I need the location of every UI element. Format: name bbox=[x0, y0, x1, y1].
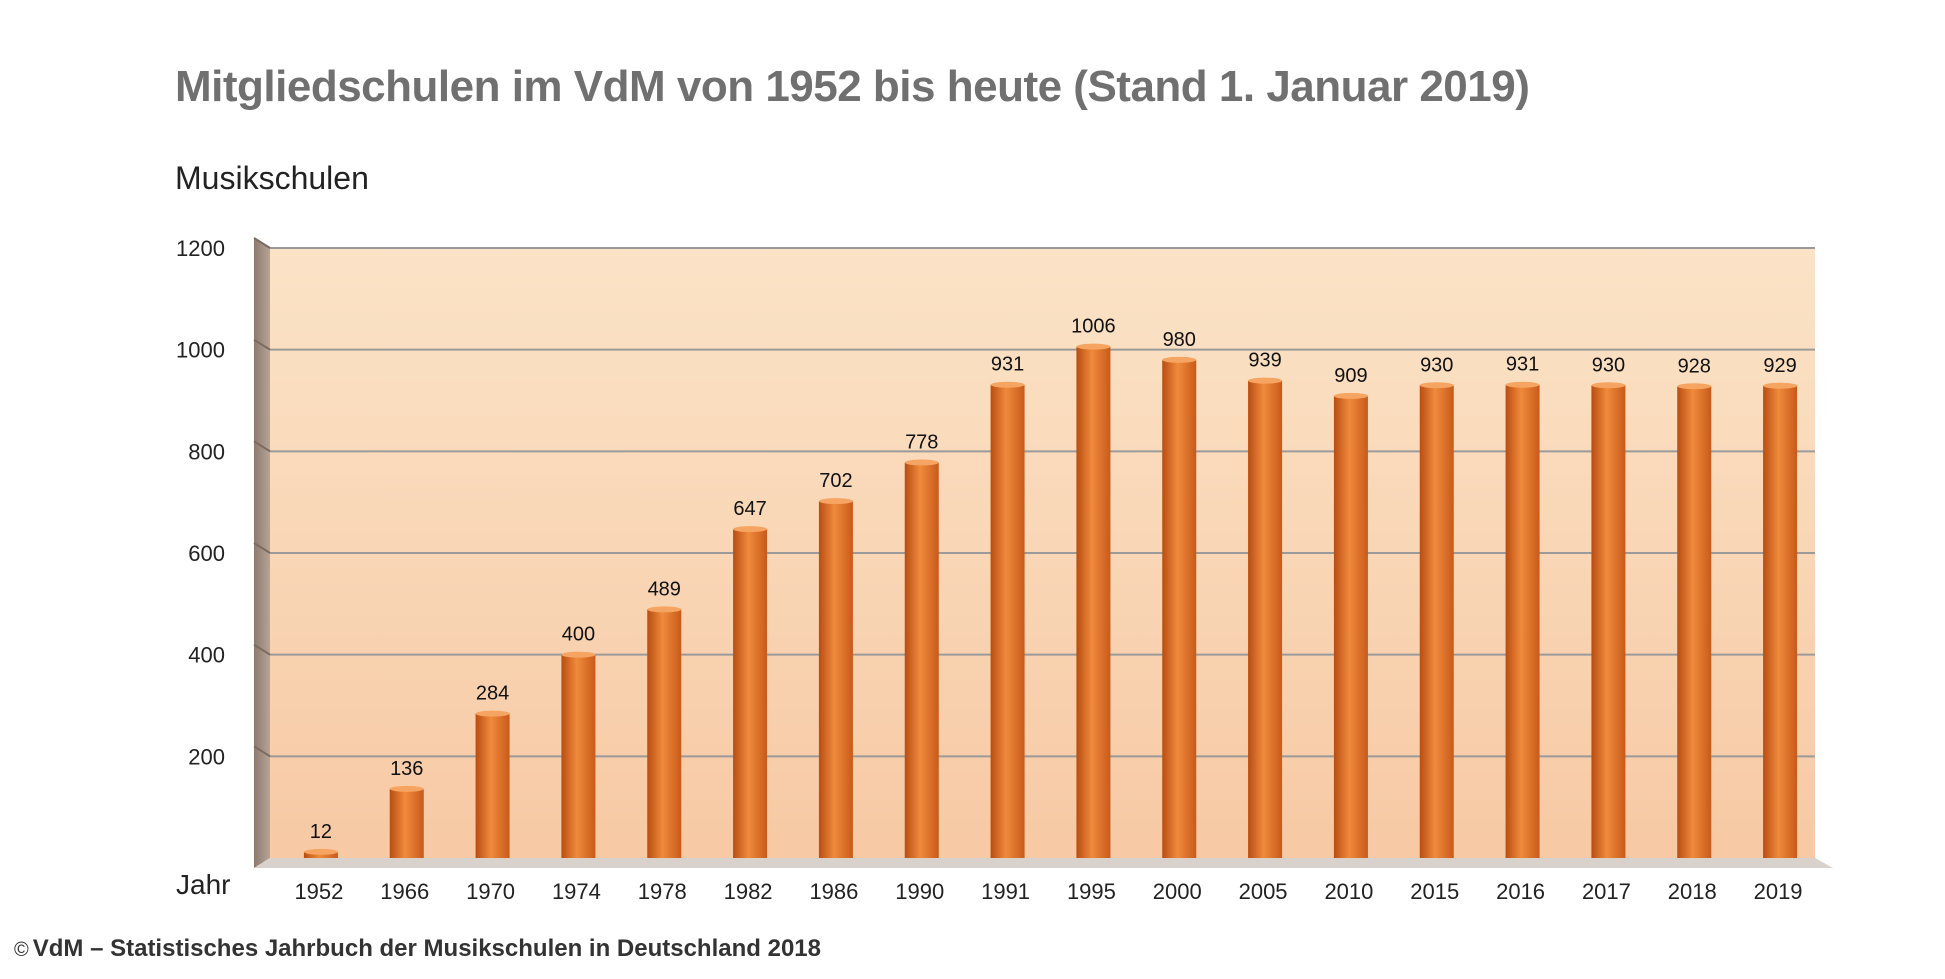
gridline-wall bbox=[253, 440, 271, 453]
gridline-wall bbox=[253, 237, 271, 249]
data-label: 400 bbox=[562, 624, 595, 646]
data-label: 284 bbox=[476, 683, 509, 705]
data-label: 702 bbox=[819, 470, 852, 492]
data-label: 489 bbox=[648, 578, 681, 600]
bar bbox=[818, 501, 853, 858]
y-axis-label: Musikschulen bbox=[175, 160, 369, 196]
y-tick-label: 600 bbox=[188, 541, 225, 566]
gridline-wall bbox=[253, 542, 271, 554]
x-tick-label: 1995 bbox=[1067, 879, 1116, 904]
y-tick-label: 800 bbox=[188, 439, 225, 464]
bar-top bbox=[1763, 382, 1798, 389]
bar-top bbox=[1505, 381, 1540, 388]
x-tick-label: 1970 bbox=[466, 879, 515, 904]
bar-top bbox=[1248, 377, 1283, 384]
side-wall bbox=[254, 238, 270, 868]
data-label: 931 bbox=[1506, 354, 1539, 376]
x-axis-label: Jahr bbox=[176, 869, 231, 900]
data-label: 12 bbox=[310, 821, 332, 843]
x-axis-ticks: 1952 1966 1970 1974 1978 1982 1986 1990 1991 1995… bbox=[294, 879, 1802, 904]
bar-top bbox=[1162, 356, 1197, 363]
bar bbox=[303, 851, 338, 858]
bar bbox=[904, 462, 939, 858]
x-tick-label: 1974 bbox=[552, 879, 601, 904]
bar-top bbox=[818, 498, 853, 505]
bar bbox=[561, 654, 596, 858]
bar bbox=[1419, 385, 1454, 858]
data-label: 136 bbox=[390, 758, 423, 780]
x-tick-label: 1990 bbox=[895, 879, 944, 904]
y-tick-label: 200 bbox=[188, 744, 225, 769]
bar bbox=[475, 713, 510, 858]
bar-top bbox=[904, 459, 939, 466]
data-label: 939 bbox=[1248, 350, 1281, 372]
bar bbox=[1763, 385, 1798, 858]
bar bbox=[1677, 386, 1712, 858]
x-tick-label: 1966 bbox=[380, 879, 429, 904]
gridline-wall bbox=[253, 745, 271, 758]
data-label: 928 bbox=[1678, 355, 1711, 377]
x-tick-label: 1982 bbox=[724, 879, 773, 904]
data-label: 647 bbox=[733, 498, 766, 520]
x-tick-label: 2019 bbox=[1754, 879, 1803, 904]
source-text: VdM – Statistisches Jahrbuch der Musiksc… bbox=[32, 935, 821, 962]
data-label: 930 bbox=[1592, 354, 1625, 376]
data-label: 778 bbox=[905, 432, 938, 454]
gridlines bbox=[253, 237, 1815, 758]
x-tick-label: 2010 bbox=[1324, 879, 1373, 904]
bar-top bbox=[1419, 382, 1454, 389]
bars bbox=[303, 343, 1798, 858]
bar-top bbox=[1076, 343, 1111, 350]
data-label: 909 bbox=[1334, 365, 1367, 387]
y-tick-label: 400 bbox=[188, 643, 225, 668]
bar bbox=[1076, 346, 1111, 858]
bar-top bbox=[475, 710, 510, 717]
bar-top bbox=[561, 651, 596, 658]
bar-top bbox=[303, 848, 338, 855]
gridline-wall bbox=[253, 338, 271, 351]
chart-title: Mitgliedschulen im VdM von 1952 bis heut… bbox=[175, 62, 1530, 111]
x-tick-label: 1978 bbox=[638, 879, 687, 904]
bar bbox=[1162, 359, 1197, 858]
data-label: 930 bbox=[1420, 354, 1453, 376]
data-label: 1006 bbox=[1071, 316, 1116, 338]
x-tick-label: 2000 bbox=[1153, 879, 1202, 904]
y-axis-ticks: 200 400 600 800 1000 1200 bbox=[176, 236, 225, 769]
x-tick-label: 2015 bbox=[1410, 879, 1459, 904]
bar bbox=[1333, 395, 1368, 858]
bar-top bbox=[1333, 392, 1368, 399]
bar-top bbox=[1677, 383, 1712, 390]
bar bbox=[990, 384, 1025, 858]
data-labels: 12 136 284 400 489 647 702 778 931 1006 980 939 909 9… bbox=[310, 316, 1797, 843]
x-tick-label: 2016 bbox=[1496, 879, 1545, 904]
copyright-symbol: © bbox=[14, 939, 29, 961]
y-tick-label: 1000 bbox=[176, 338, 225, 363]
bar bbox=[1248, 380, 1283, 858]
bar bbox=[733, 529, 768, 858]
bar bbox=[389, 788, 424, 858]
x-tick-label: 1952 bbox=[294, 879, 343, 904]
x-tick-label: 1986 bbox=[809, 879, 858, 904]
x-tick-label: 2005 bbox=[1239, 879, 1288, 904]
gridline-wall bbox=[253, 643, 271, 656]
y-tick-label: 1200 bbox=[176, 236, 225, 261]
bar bbox=[647, 609, 682, 858]
bar bbox=[1591, 385, 1626, 858]
x-tick-label: 2017 bbox=[1582, 879, 1631, 904]
x-tick-label: 1991 bbox=[981, 879, 1030, 904]
source-note: © VdM – Statistisches Jahrbuch der Musiks… bbox=[14, 935, 821, 963]
data-label: 929 bbox=[1763, 355, 1796, 377]
bar-top bbox=[647, 606, 682, 613]
bar bbox=[1505, 384, 1540, 858]
bar-top bbox=[990, 381, 1025, 388]
bar-top bbox=[389, 785, 424, 792]
data-label: 980 bbox=[1163, 329, 1196, 351]
x-tick-label: 2018 bbox=[1668, 879, 1717, 904]
bar-top bbox=[1591, 382, 1626, 389]
floor bbox=[254, 858, 1833, 868]
bar-top bbox=[733, 526, 768, 533]
data-label: 931 bbox=[991, 354, 1024, 376]
